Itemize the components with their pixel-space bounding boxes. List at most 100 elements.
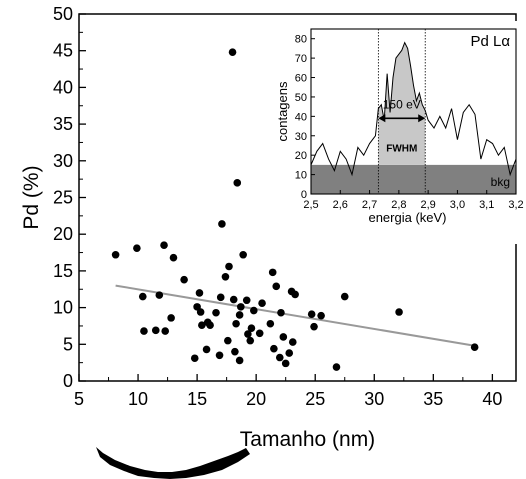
y-tick-label: 0 [63, 371, 73, 391]
data-point [317, 311, 325, 320]
data-point [279, 333, 288, 341]
data-point [111, 250, 120, 259]
inset-x-tick-label: 2,6 [333, 199, 348, 211]
inset-y-tick-label: 40 [295, 111, 307, 123]
inset-x-tick-label: 2,9 [420, 199, 435, 211]
data-point [332, 363, 341, 371]
data-point [151, 326, 160, 335]
x-tick-label: 5 [74, 389, 84, 409]
data-point [167, 314, 175, 322]
inset-y-tick-label: 70 [295, 53, 307, 65]
peak-area [378, 42, 426, 165]
background-band [311, 164, 516, 194]
data-point [190, 354, 199, 363]
data-point [244, 330, 252, 338]
x-tick-label: 10 [128, 389, 148, 409]
data-point [195, 289, 204, 297]
y-tick-label: 15 [53, 261, 73, 281]
data-point [161, 327, 170, 335]
inset-x-tick-label: 2,7 [362, 199, 377, 211]
y-tick-label: 40 [53, 77, 73, 97]
inset-y-tick-label: 0 [301, 189, 307, 201]
inset-x-tick-label: 2,5 [303, 199, 318, 211]
inset-y-tick-label: 60 [295, 73, 307, 85]
data-point [237, 303, 245, 311]
data-point [266, 319, 275, 328]
y-tick-label: 25 [53, 188, 73, 208]
y-tick-label: 10 [53, 298, 73, 318]
data-point [155, 291, 164, 299]
data-point [258, 299, 266, 307]
data-point [221, 272, 230, 281]
data-point [255, 329, 264, 338]
y-tick-label: 50 [53, 4, 73, 24]
main-scatter-chart: 5 10 15 20 25 30 35 4005101520253035404550Taman… [20, 4, 517, 451]
inset-spectrum-chart: 2,5 2,6 2,7 2,8 2,9 3,0 3,1 3,2 0 10 20 30 40 50 60 70 8… [261, 21, 524, 244]
data-point [198, 321, 206, 330]
data-point [233, 179, 242, 187]
fwhm-arrow-right-head [418, 114, 426, 123]
fwhm-label: FWHM [386, 143, 417, 154]
y-tick-label: 20 [53, 224, 73, 244]
data-point [272, 282, 281, 291]
inset-y-axis-label: contagens [275, 81, 290, 141]
data-point [239, 250, 247, 259]
x-tick-label: 15 [187, 389, 207, 409]
y-tick-label: 5 [63, 334, 73, 354]
y-tick-label: 45 [53, 41, 73, 61]
inset-x-tick-label: 2,8 [391, 199, 406, 211]
x-tick-label: 30 [364, 389, 384, 409]
inset-y-tick-label: 50 [295, 92, 307, 104]
inset-x-tick-label: 3,0 [450, 199, 465, 211]
data-point [291, 290, 299, 299]
y-tick-label: 30 [53, 151, 73, 171]
data-point [225, 262, 233, 271]
inset-x-tick-label: 3,2 [508, 199, 523, 211]
linear-fit-line [115, 284, 475, 347]
data-point [270, 344, 278, 353]
data-point [228, 48, 237, 56]
data-point [232, 319, 240, 328]
inset-y-tick-label: 80 [295, 34, 307, 46]
data-point [247, 324, 256, 332]
data-point [196, 308, 205, 316]
data-point [169, 253, 178, 262]
inset-plot-frame [310, 28, 517, 195]
data-point [268, 268, 277, 277]
inset-x-axis-label: energia (keV) [368, 210, 446, 225]
data-point [138, 292, 147, 301]
data-point [224, 336, 232, 345]
inset-y-tick-label: 10 [295, 170, 307, 182]
x-axis-label: Tamanho (nm) [240, 428, 375, 451]
data-point [231, 347, 239, 356]
data-point [281, 359, 290, 368]
x-tick-label: 25 [305, 389, 325, 409]
data-point [310, 322, 318, 331]
data-point [140, 327, 148, 335]
data-point [242, 296, 251, 305]
data-point [288, 338, 297, 346]
data-point [235, 356, 244, 365]
inset-title: Pd Lα [470, 33, 510, 50]
x-tick-label: 40 [482, 389, 502, 409]
data-point [340, 292, 349, 301]
fwhm-arrow-left-head [378, 114, 386, 123]
crescent-smudge [96, 447, 250, 479]
inset-x-tick-label: 3,1 [479, 199, 494, 211]
spectrum-line [310, 41, 517, 177]
data-point [133, 244, 141, 252]
x-tick-label: 20 [246, 389, 266, 409]
data-point [216, 293, 225, 302]
data-point [202, 345, 211, 354]
data-point [395, 308, 403, 316]
inset-y-tick-label: 30 [295, 131, 307, 143]
data-point [215, 351, 224, 360]
data-point [160, 241, 168, 250]
data-point [470, 343, 479, 352]
data-point [218, 220, 226, 228]
data-point [246, 336, 255, 345]
data-point [229, 295, 238, 304]
data-point [277, 308, 285, 317]
x-tick-label: 35 [423, 389, 443, 409]
